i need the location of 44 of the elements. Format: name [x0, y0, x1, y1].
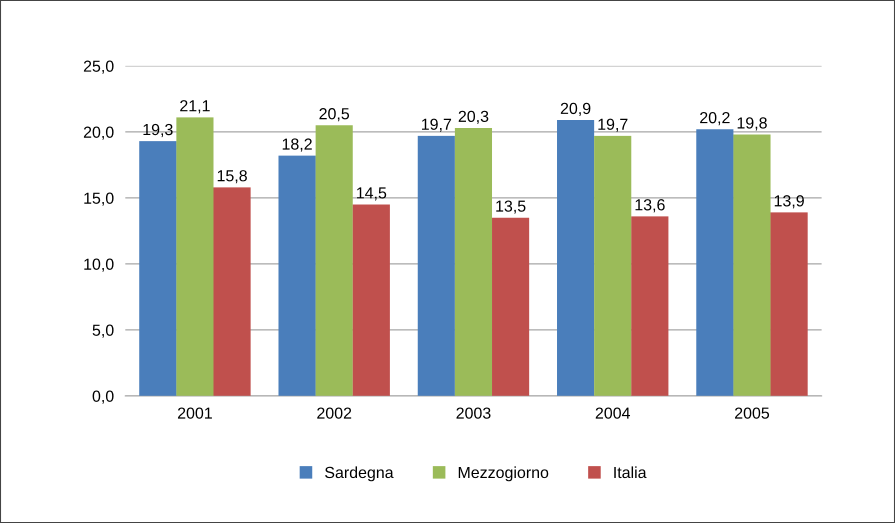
bar [352, 204, 390, 396]
bar [733, 134, 771, 396]
x-tick-label: 2001 [178, 407, 212, 419]
y-tick-label: 20,0 [84, 126, 114, 140]
bar [454, 128, 492, 396]
data-label: 14,5 [357, 187, 386, 200]
x-tick-label: 2005 [735, 407, 770, 419]
legend-label: Italia [614, 466, 647, 478]
bar [316, 125, 353, 396]
data-label: 13,9 [774, 195, 804, 208]
y-tick-label: 10,0 [84, 258, 114, 272]
data-label: 13,5 [496, 200, 526, 214]
x-tick-label: 2003 [456, 407, 491, 419]
data-label: 15,8 [218, 170, 247, 184]
bar [139, 141, 176, 396]
y-tick-label: 15,0 [84, 192, 114, 206]
y-tick-label: 5,0 [92, 324, 114, 338]
y-tick-label: 25,0 [84, 60, 114, 74]
bar [696, 129, 734, 396]
bar [492, 218, 530, 396]
data-label: 20,3 [458, 110, 488, 124]
data-label: 20,9 [560, 102, 590, 116]
data-label: 19,7 [598, 118, 628, 132]
data-label: 21,1 [180, 100, 210, 114]
y-tick-label: 0,0 [92, 390, 114, 404]
data-label: 20,2 [700, 112, 730, 126]
bar [594, 136, 632, 396]
bar [631, 216, 668, 396]
data-label: 19,8 [738, 117, 767, 130]
bar [418, 136, 455, 396]
bar [176, 117, 214, 396]
bar [557, 120, 594, 396]
legend-label: Sardegna [325, 466, 394, 482]
bar [278, 156, 316, 396]
x-tick-label: 2004 [596, 407, 630, 419]
x-tick-label: 2002 [317, 407, 352, 419]
data-label: 19,7 [422, 118, 452, 132]
data-label: 19,3 [143, 124, 173, 138]
data-label: 18,2 [282, 138, 312, 152]
data-label: 20,5 [319, 108, 350, 122]
data-label: 13,6 [636, 199, 665, 212]
bar [214, 187, 251, 396]
bar [770, 212, 808, 396]
legend-label: Mezzogiorno [458, 466, 548, 482]
